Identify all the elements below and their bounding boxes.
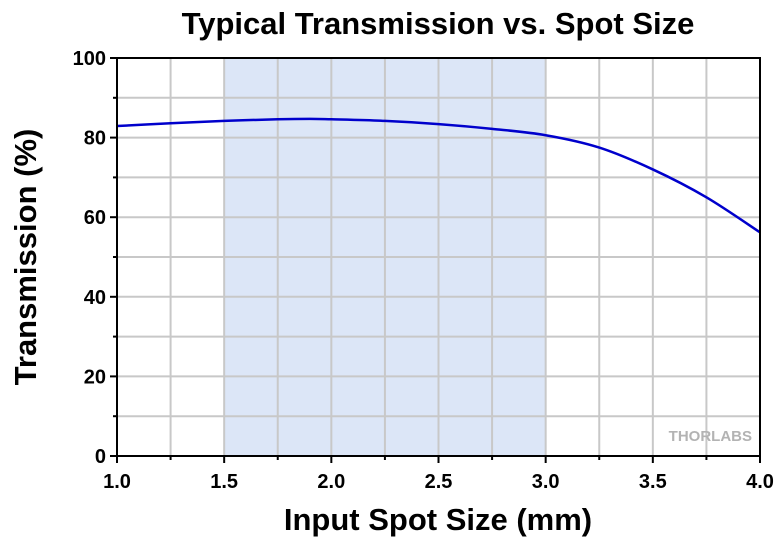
chart-title: Typical Transmission vs. Spot Size	[182, 6, 695, 41]
y-tick-label: 80	[84, 128, 106, 150]
y-tick-label: 40	[84, 287, 106, 309]
y-tick-label: 0	[95, 446, 106, 468]
y-axis-label: Transmission (%)	[8, 129, 43, 386]
thorlabs-logo: THORLABS	[669, 428, 752, 445]
x-tick-label: 3.5	[639, 471, 667, 493]
series-group	[116, 117, 761, 234]
y-tick-label: 60	[84, 207, 106, 229]
y-tick-label: 20	[84, 366, 106, 388]
x-tick-label: 3.0	[532, 471, 560, 493]
x-axis-label: Input Spot Size (mm)	[284, 502, 592, 537]
grid	[117, 58, 760, 456]
x-tick-label: 1.5	[210, 471, 238, 493]
axes: 1.0 1.5 2.0 2.5 3.0 3.5 4.0 0 20 40 60 80 100	[73, 48, 774, 493]
x-tick-label: 2.5	[425, 471, 453, 493]
x-tick-label: 1.0	[103, 471, 131, 493]
y-tick-label: 100	[73, 48, 106, 70]
x-tick-label: 4.0	[746, 471, 774, 493]
series-line	[116, 117, 761, 234]
x-tick-label: 2.0	[317, 471, 345, 493]
